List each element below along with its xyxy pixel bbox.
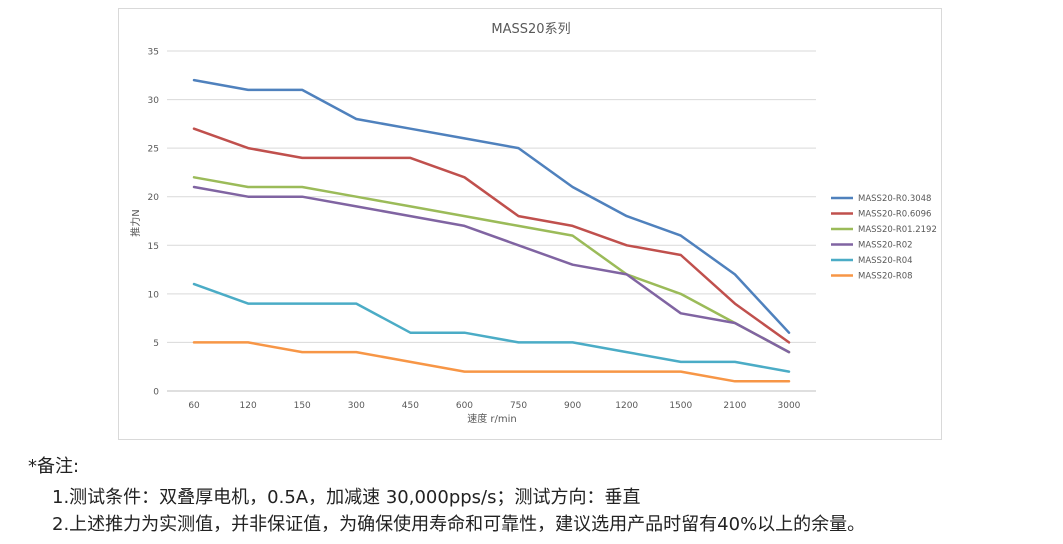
note-line-1: 1.测试条件：双叠厚电机，0.5A，加减速 30,000pps/s；测试方向：垂… [52,487,641,508]
legend-label: MASS20-R04 [858,256,913,266]
x-tick-label: 1200 [615,401,638,411]
x-tick-label: 450 [402,401,419,411]
x-tick-label: 750 [510,401,527,411]
y-tick-label: 30 [148,96,160,106]
note-line-2: 2.上述推力为实测值，并非保证值，为确保使用寿命和可靠性，建议选用产品时留有40… [52,514,866,535]
y-tick-label: 5 [153,339,159,349]
x-tick-label: 900 [564,401,581,411]
legend-label: MASS20-R01.2192 [858,225,937,235]
chart-frame: MASS20系列 0 5 10 15 20 25 30 35 60 120 150 300 450 60… [118,8,942,440]
series-line [192,176,791,354]
series-line [192,78,791,334]
x-tick-label: 60 [188,401,200,411]
legend: MASS20-R0.3048 MASS20-R0.6096 MASS20-R01.2… [831,194,937,282]
series-line [192,282,791,373]
y-tick-label: 20 [148,193,160,203]
y-tick-labels: 0 5 10 15 20 25 30 35 [148,48,160,398]
chart-title: MASS20系列 [491,22,570,37]
notes: *备注: 1.测试条件：双叠厚电机，0.5A，加减速 30,000pps/s；测… [28,452,865,538]
x-axis-label: 速度 r/min [467,412,517,425]
series-line [192,341,791,383]
x-tick-label: 150 [294,401,311,411]
x-tick-label: 120 [240,401,257,411]
y-tick-label: 10 [148,290,160,300]
legend-label: MASS20-R02 [858,241,913,251]
series-line [192,185,791,354]
notes-title: *备注: [28,456,80,477]
x-tick-label: 3000 [778,401,801,411]
series-line [192,127,791,344]
legend-label: MASS20-R08 [858,272,913,282]
y-tick-label: 0 [153,388,159,398]
y-axis-label: 推力N [129,209,142,236]
x-tick-label: 600 [456,401,473,411]
y-tick-label: 15 [148,242,159,252]
series-lines [192,78,791,383]
x-tick-labels: 60 120 150 300 450 600 750 900 1200 1500 2100 3000 [188,401,800,411]
x-tick-label: 300 [348,401,365,411]
y-tick-label: 35 [148,48,159,58]
legend-label: MASS20-R0.3048 [858,194,931,204]
legend-label: MASS20-R0.6096 [858,210,931,220]
x-tick-label: 1500 [669,401,692,411]
x-tick-label: 2100 [723,401,746,411]
y-tick-label: 25 [148,145,159,155]
